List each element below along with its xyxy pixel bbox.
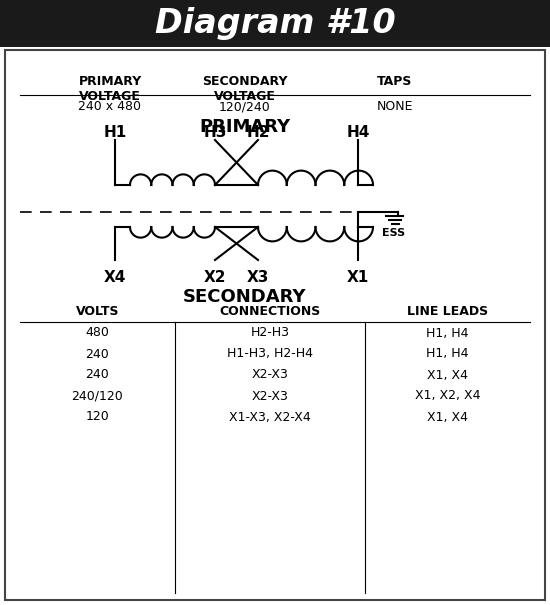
Text: PRIMARY: PRIMARY [200, 118, 290, 136]
Text: ESS: ESS [382, 228, 405, 238]
Text: X2-X3: X2-X3 [251, 368, 288, 382]
Text: 240: 240 [86, 347, 109, 361]
Text: X1, X2, X4: X1, X2, X4 [415, 390, 480, 402]
Text: X1, X4: X1, X4 [427, 368, 468, 382]
Text: H1, H4: H1, H4 [426, 347, 469, 361]
Text: 120/240: 120/240 [219, 100, 271, 113]
Text: X1-X3, X2-X4: X1-X3, X2-X4 [229, 411, 311, 423]
Text: H2: H2 [246, 125, 270, 140]
Text: X2-X3: X2-X3 [251, 390, 288, 402]
Text: VOLTS: VOLTS [76, 305, 119, 318]
Text: H1-H3, H2-H4: H1-H3, H2-H4 [227, 347, 313, 361]
Text: H4: H4 [346, 125, 370, 140]
Text: 480: 480 [86, 327, 109, 339]
Text: Diagram #10: Diagram #10 [155, 7, 395, 41]
Text: X4: X4 [104, 270, 126, 285]
Text: X1, X4: X1, X4 [427, 411, 468, 423]
Text: LINE LEADS: LINE LEADS [407, 305, 488, 318]
Text: TAPS: TAPS [377, 75, 412, 88]
Text: NONE: NONE [377, 100, 413, 113]
Text: X2: X2 [204, 270, 226, 285]
Text: H1, H4: H1, H4 [426, 327, 469, 339]
Text: CONNECTIONS: CONNECTIONS [219, 305, 321, 318]
Text: X3: X3 [247, 270, 269, 285]
Text: PRIMARY
VOLTAGE: PRIMARY VOLTAGE [78, 75, 142, 103]
Text: H2-H3: H2-H3 [250, 327, 289, 339]
Text: H3: H3 [204, 125, 227, 140]
Text: H1: H1 [103, 125, 127, 140]
Text: X1: X1 [347, 270, 369, 285]
Text: 120: 120 [86, 411, 109, 423]
Text: 240 x 480: 240 x 480 [79, 100, 141, 113]
Bar [0, 0, 550, 47]
Text: 240: 240 [86, 368, 109, 382]
Text: 240/120: 240/120 [72, 390, 123, 402]
Text: SECONDARY: SECONDARY [183, 288, 307, 306]
Text: SECONDARY
VOLTAGE: SECONDARY VOLTAGE [202, 75, 288, 103]
